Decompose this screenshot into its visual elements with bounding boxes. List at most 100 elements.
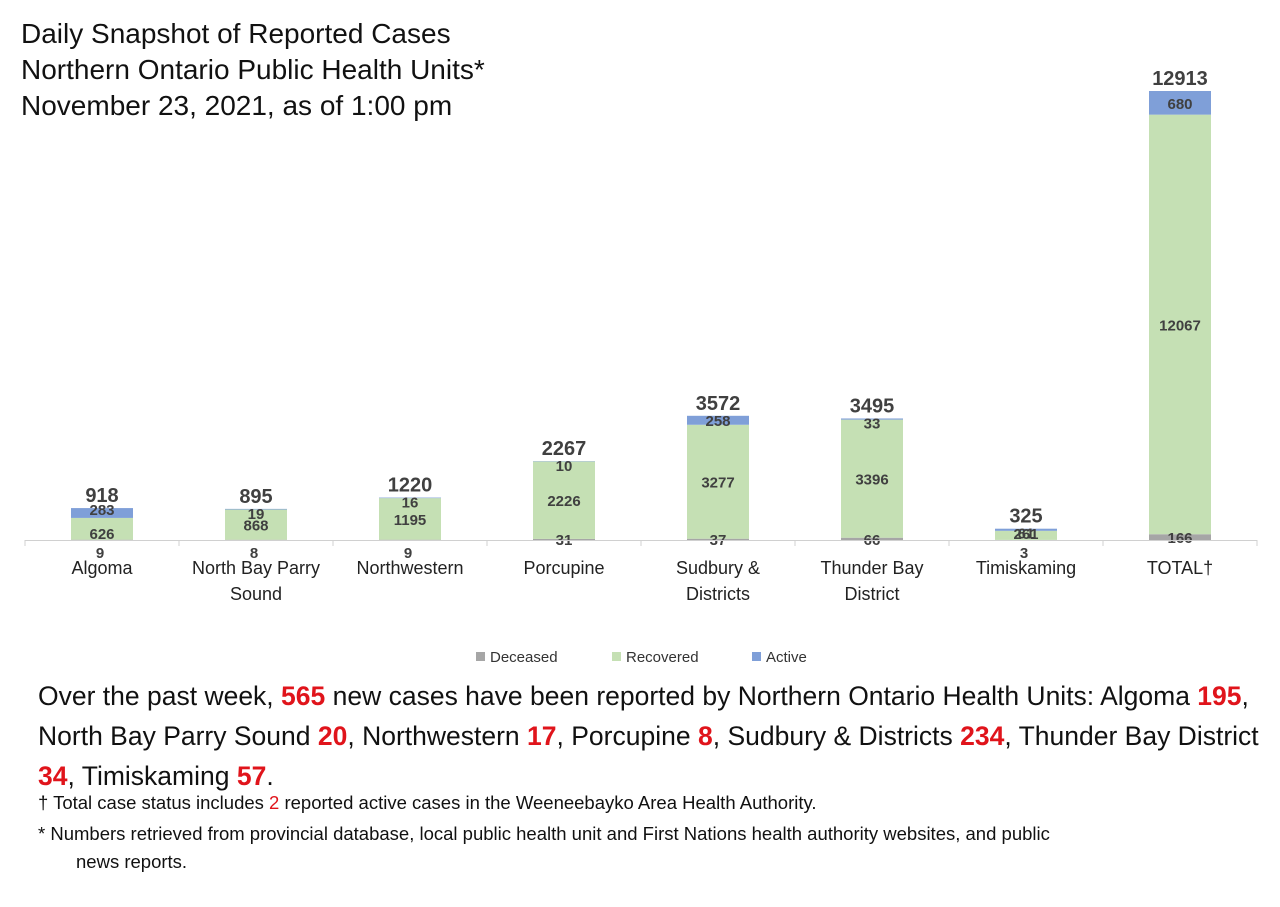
bar-active: [225, 508, 287, 510]
label-deceased: 9: [404, 545, 412, 562]
legend-swatch-recovered: [612, 652, 621, 661]
category-label: District: [845, 584, 900, 604]
bar-recovered: [1149, 114, 1211, 535]
summary-separator: ,: [712, 721, 728, 751]
label-deceased: 8: [250, 545, 258, 562]
label-recovered: 626: [89, 526, 114, 543]
label-deceased: 166: [1167, 530, 1192, 547]
footnote-dagger-before: † Total case status includes: [38, 792, 270, 813]
category-label: Sudbury &: [676, 558, 760, 578]
summary-unit-value: 234: [960, 721, 1005, 751]
summary-unit-value: 8: [697, 721, 713, 751]
bar-active: [687, 415, 749, 425]
label-recovered: 3396: [855, 472, 888, 489]
label-total: 3572: [696, 393, 741, 415]
summary-separator: ,: [1241, 681, 1249, 711]
legend-label-active: Active: [766, 649, 807, 666]
bar-active: [379, 497, 441, 499]
footnote-star-line-1: * Numbers retrieved from provincial data…: [38, 823, 1050, 844]
label-recovered: 3277: [701, 475, 734, 492]
summary-separator: ,: [347, 721, 363, 751]
category-label: TOTAL†: [1147, 558, 1213, 578]
summary-unit-name: Sudbury & Districts: [727, 721, 961, 751]
summary-unit-name: Northwestern: [362, 721, 528, 751]
summary-separator: ,: [67, 761, 82, 791]
bar-deceased: [841, 537, 903, 540]
legend: Deceased Recovered Active: [476, 649, 807, 666]
label-total: 2267: [542, 438, 587, 460]
category-label: Sound: [230, 584, 282, 604]
bar-deceased: [533, 538, 595, 540]
label-total: 3495: [850, 395, 895, 417]
chart-title: Daily Snapshot of Reported Cases Norther…: [21, 16, 485, 124]
summary-unit-name: Algoma: [1100, 681, 1198, 711]
title-line-3: November 23, 2021, as of 1:00 pm: [21, 90, 453, 121]
legend-swatch-active: [752, 652, 761, 661]
label-total: 1220: [388, 475, 433, 497]
label-active: 19: [248, 506, 265, 523]
bar-active: [71, 508, 133, 518]
stacked-bar-chart: 9626283918886819895911951612203122261022…: [24, 68, 1258, 666]
summary-unit-name: Timiskaming: [81, 761, 237, 791]
category-label: Timiskaming: [976, 558, 1076, 578]
label-total: 895: [239, 486, 272, 508]
label-active: 680: [1167, 96, 1192, 113]
labels-group: 9626283918886819895911951612203122261022…: [85, 68, 1208, 562]
bar-active: [1149, 91, 1211, 115]
footnote-dagger: † Total case status includes 2 reported …: [38, 791, 817, 815]
footnote-dagger-after: reported active cases in the Weeneebayko…: [279, 792, 817, 813]
summary-unit-value: 57: [236, 761, 267, 791]
label-active: 10: [556, 458, 573, 475]
bar-recovered: [225, 509, 287, 540]
title-line-2: Northern Ontario Public Health Units*: [21, 54, 485, 85]
label-total: 12913: [1152, 68, 1208, 90]
bar-deceased: [1149, 534, 1211, 540]
label-active: 61: [1018, 526, 1035, 543]
summary-items: Algoma 195, North Bay Parry Sound 20, No…: [38, 681, 1259, 791]
summary-total-new: 565: [281, 681, 326, 711]
label-deceased: 9: [96, 545, 104, 562]
footnote-star-line-2: news reports.: [76, 851, 188, 872]
label-recovered: 868: [243, 518, 268, 535]
label-active: 283: [89, 502, 114, 519]
summary-separator: ,: [556, 721, 572, 751]
category-label: Northwestern: [356, 558, 463, 578]
bar-deceased: [687, 538, 749, 540]
bar-recovered: [687, 424, 749, 539]
bar-recovered: [71, 517, 133, 540]
footnote-star: * Numbers retrieved from provincial data…: [38, 820, 1268, 876]
label-total: 918: [85, 485, 118, 507]
category-label: Porcupine: [523, 558, 604, 578]
category-label: Algoma: [71, 558, 133, 578]
legend-label-recovered: Recovered: [626, 649, 699, 666]
summary-unit-value: 17: [527, 721, 557, 751]
label-recovered: 1195: [394, 512, 427, 529]
bars-group: [71, 91, 1211, 540]
legend-label-deceased: Deceased: [490, 649, 558, 666]
label-recovered: 2226: [547, 493, 580, 510]
weekly-summary: Over the past week, 565 new cases have b…: [38, 676, 1268, 796]
summary-separator: ,: [1004, 721, 1019, 751]
summary-unit-name: North Bay Parry Sound: [38, 721, 318, 751]
label-total: 325: [1009, 506, 1042, 528]
label-recovered: 12067: [1159, 317, 1201, 334]
summary-unit-value: 195: [1197, 681, 1242, 711]
summary-unit-name: Thunder Bay District: [1018, 721, 1259, 751]
bar-recovered: [533, 461, 595, 539]
label-recovered: 261: [1013, 526, 1038, 543]
summary-separator: .: [266, 761, 274, 791]
bar-recovered: [841, 419, 903, 538]
summary-unit-value: 20: [317, 721, 348, 751]
footnote-dagger-value: 2: [269, 792, 280, 813]
category-label: Thunder Bay: [820, 558, 923, 578]
x-axis: Algoma North Bay Parry Sound Northwestern Po…: [24, 540, 1258, 604]
bar-active: [841, 418, 903, 420]
label-active: 258: [705, 413, 730, 430]
summary-unit-value: 34: [38, 761, 68, 791]
label-active: 16: [402, 495, 419, 512]
label-active: 33: [864, 415, 881, 432]
bar-recovered: [379, 498, 441, 540]
bar-active: [995, 528, 1057, 531]
bar-recovered: [995, 530, 1057, 540]
category-label: North Bay Parry: [192, 558, 320, 578]
